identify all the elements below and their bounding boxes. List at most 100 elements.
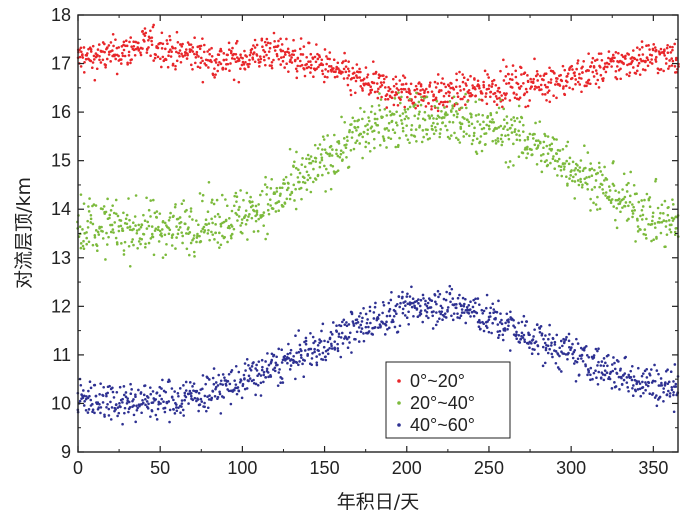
- data-point: [634, 72, 638, 75]
- data-point: [388, 110, 392, 113]
- data-point: [621, 206, 624, 209]
- data-point: [442, 82, 446, 86]
- data-point: [108, 216, 111, 220]
- data-point: [298, 47, 302, 51]
- data-point: [86, 411, 90, 414]
- data-point: [458, 316, 461, 320]
- data-point: [625, 73, 629, 76]
- data-point: [99, 61, 103, 64]
- data-point: [448, 137, 451, 140]
- data-point: [316, 348, 320, 352]
- data-point: [474, 87, 477, 91]
- data-point: [628, 200, 632, 204]
- data-point: [619, 200, 622, 203]
- data-point: [646, 384, 650, 388]
- data-point: [648, 48, 651, 51]
- data-point: [436, 122, 439, 126]
- data-point: [554, 350, 558, 353]
- data-point: [507, 165, 510, 169]
- data-point: [362, 306, 365, 310]
- data-point: [165, 242, 168, 246]
- data-point: [432, 94, 435, 98]
- data-point: [91, 44, 95, 48]
- data-point: [342, 137, 346, 140]
- data-point: [346, 83, 350, 87]
- data-point: [465, 306, 469, 309]
- data-point: [446, 135, 450, 139]
- data-point: [195, 53, 199, 56]
- data-point: [261, 45, 264, 49]
- data-point: [635, 69, 639, 73]
- data-point: [593, 168, 596, 172]
- data-point: [160, 47, 164, 50]
- data-point: [177, 51, 180, 55]
- data-point: [235, 213, 239, 216]
- data-point: [294, 334, 297, 338]
- data-point: [149, 199, 152, 202]
- data-point: [505, 65, 508, 68]
- data-point: [309, 66, 313, 70]
- data-point: [644, 383, 648, 386]
- data-point: [121, 401, 124, 404]
- data-point: [369, 85, 373, 88]
- data-point: [212, 202, 216, 206]
- data-point: [175, 236, 178, 239]
- data-point: [615, 206, 619, 210]
- data-point: [594, 347, 598, 351]
- data-point: [265, 193, 268, 196]
- x-tick-label: 100: [227, 458, 257, 478]
- data-point: [475, 311, 479, 315]
- data-point: [96, 53, 99, 57]
- data-point: [582, 348, 586, 352]
- data-point: [207, 180, 211, 184]
- y-tick-label: 13: [51, 248, 71, 268]
- data-point: [533, 328, 536, 331]
- data-point: [364, 312, 368, 316]
- data-point: [641, 205, 645, 208]
- data-point: [121, 54, 125, 58]
- data-point: [366, 128, 370, 132]
- data-point: [419, 103, 423, 107]
- data-point: [201, 37, 204, 40]
- data-point: [668, 59, 671, 62]
- data-point: [109, 400, 112, 404]
- data-point: [423, 97, 426, 100]
- data-point: [131, 221, 135, 224]
- data-point: [610, 198, 614, 201]
- data-point: [319, 340, 323, 343]
- data-point: [208, 52, 211, 56]
- data-point: [543, 132, 546, 136]
- data-point: [307, 60, 310, 63]
- data-point: [200, 400, 204, 403]
- data-point: [508, 99, 512, 102]
- data-point: [655, 394, 658, 397]
- data-point: [321, 351, 325, 355]
- data-point: [573, 197, 577, 200]
- data-point: [468, 134, 471, 138]
- data-point: [660, 220, 664, 224]
- data-point: [298, 59, 302, 63]
- data-point: [109, 41, 113, 44]
- data-point: [186, 41, 190, 44]
- data-point: [358, 142, 362, 145]
- data-point: [316, 343, 320, 347]
- data-point: [455, 303, 458, 306]
- data-point: [309, 347, 313, 351]
- data-point: [652, 238, 655, 242]
- data-point: [523, 324, 527, 327]
- data-point: [623, 56, 627, 60]
- data-point: [614, 198, 618, 202]
- data-point: [481, 312, 485, 315]
- data-point: [300, 349, 303, 353]
- data-point: [369, 110, 373, 114]
- data-point: [471, 139, 475, 142]
- data-point: [434, 96, 438, 100]
- data-point: [510, 86, 514, 89]
- data-point: [387, 85, 390, 89]
- data-point: [106, 46, 109, 49]
- data-point: [362, 332, 365, 335]
- data-point: [412, 314, 415, 318]
- data-point: [330, 154, 334, 157]
- data-point: [448, 284, 452, 288]
- data-point: [559, 73, 562, 77]
